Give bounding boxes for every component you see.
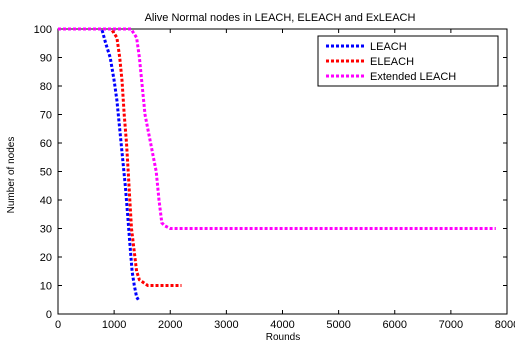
y-tick-label: 90 [40,53,52,65]
series-line-extended-leach [58,27,496,230]
x-tick-label: 3000 [214,319,238,331]
series-line-leach [58,27,140,301]
x-tick-label: 6000 [383,319,407,331]
x-tick-label: 5000 [326,319,350,331]
x-tick-label: 4000 [270,319,294,331]
y-tick-label: 20 [40,252,52,264]
y-tick-label: 50 [40,167,52,179]
y-tick-label: 30 [40,224,52,236]
x-tick-label: 2000 [158,319,182,331]
legend-label: Extended LEACH [370,71,456,83]
x-tick-label: 0 [55,319,61,331]
x-tick-label: 1000 [102,319,126,331]
chart-title: Alive Normal nodes in LEACH, ELEACH and … [145,12,416,24]
series-line-eleach [58,27,182,287]
series-lines [58,27,496,301]
x-axis-label: Rounds [266,332,300,343]
y-tick-label: 100 [34,24,52,36]
x-tick-label: 7000 [439,319,463,331]
y-tick-label: 0 [46,309,52,321]
y-tick-label: 70 [40,110,52,122]
y-tick-label: 10 [40,281,52,293]
legend-label: ELEACH [370,56,414,68]
legend-label: LEACH [370,41,407,53]
y-tick-label: 40 [40,195,52,207]
legend: LEACH ELEACH Extended LEACH [317,35,499,87]
y-tick-label: 60 [40,138,52,150]
y-axis-label: Number of nodes [6,137,17,214]
y-tick-label: 80 [40,81,52,93]
